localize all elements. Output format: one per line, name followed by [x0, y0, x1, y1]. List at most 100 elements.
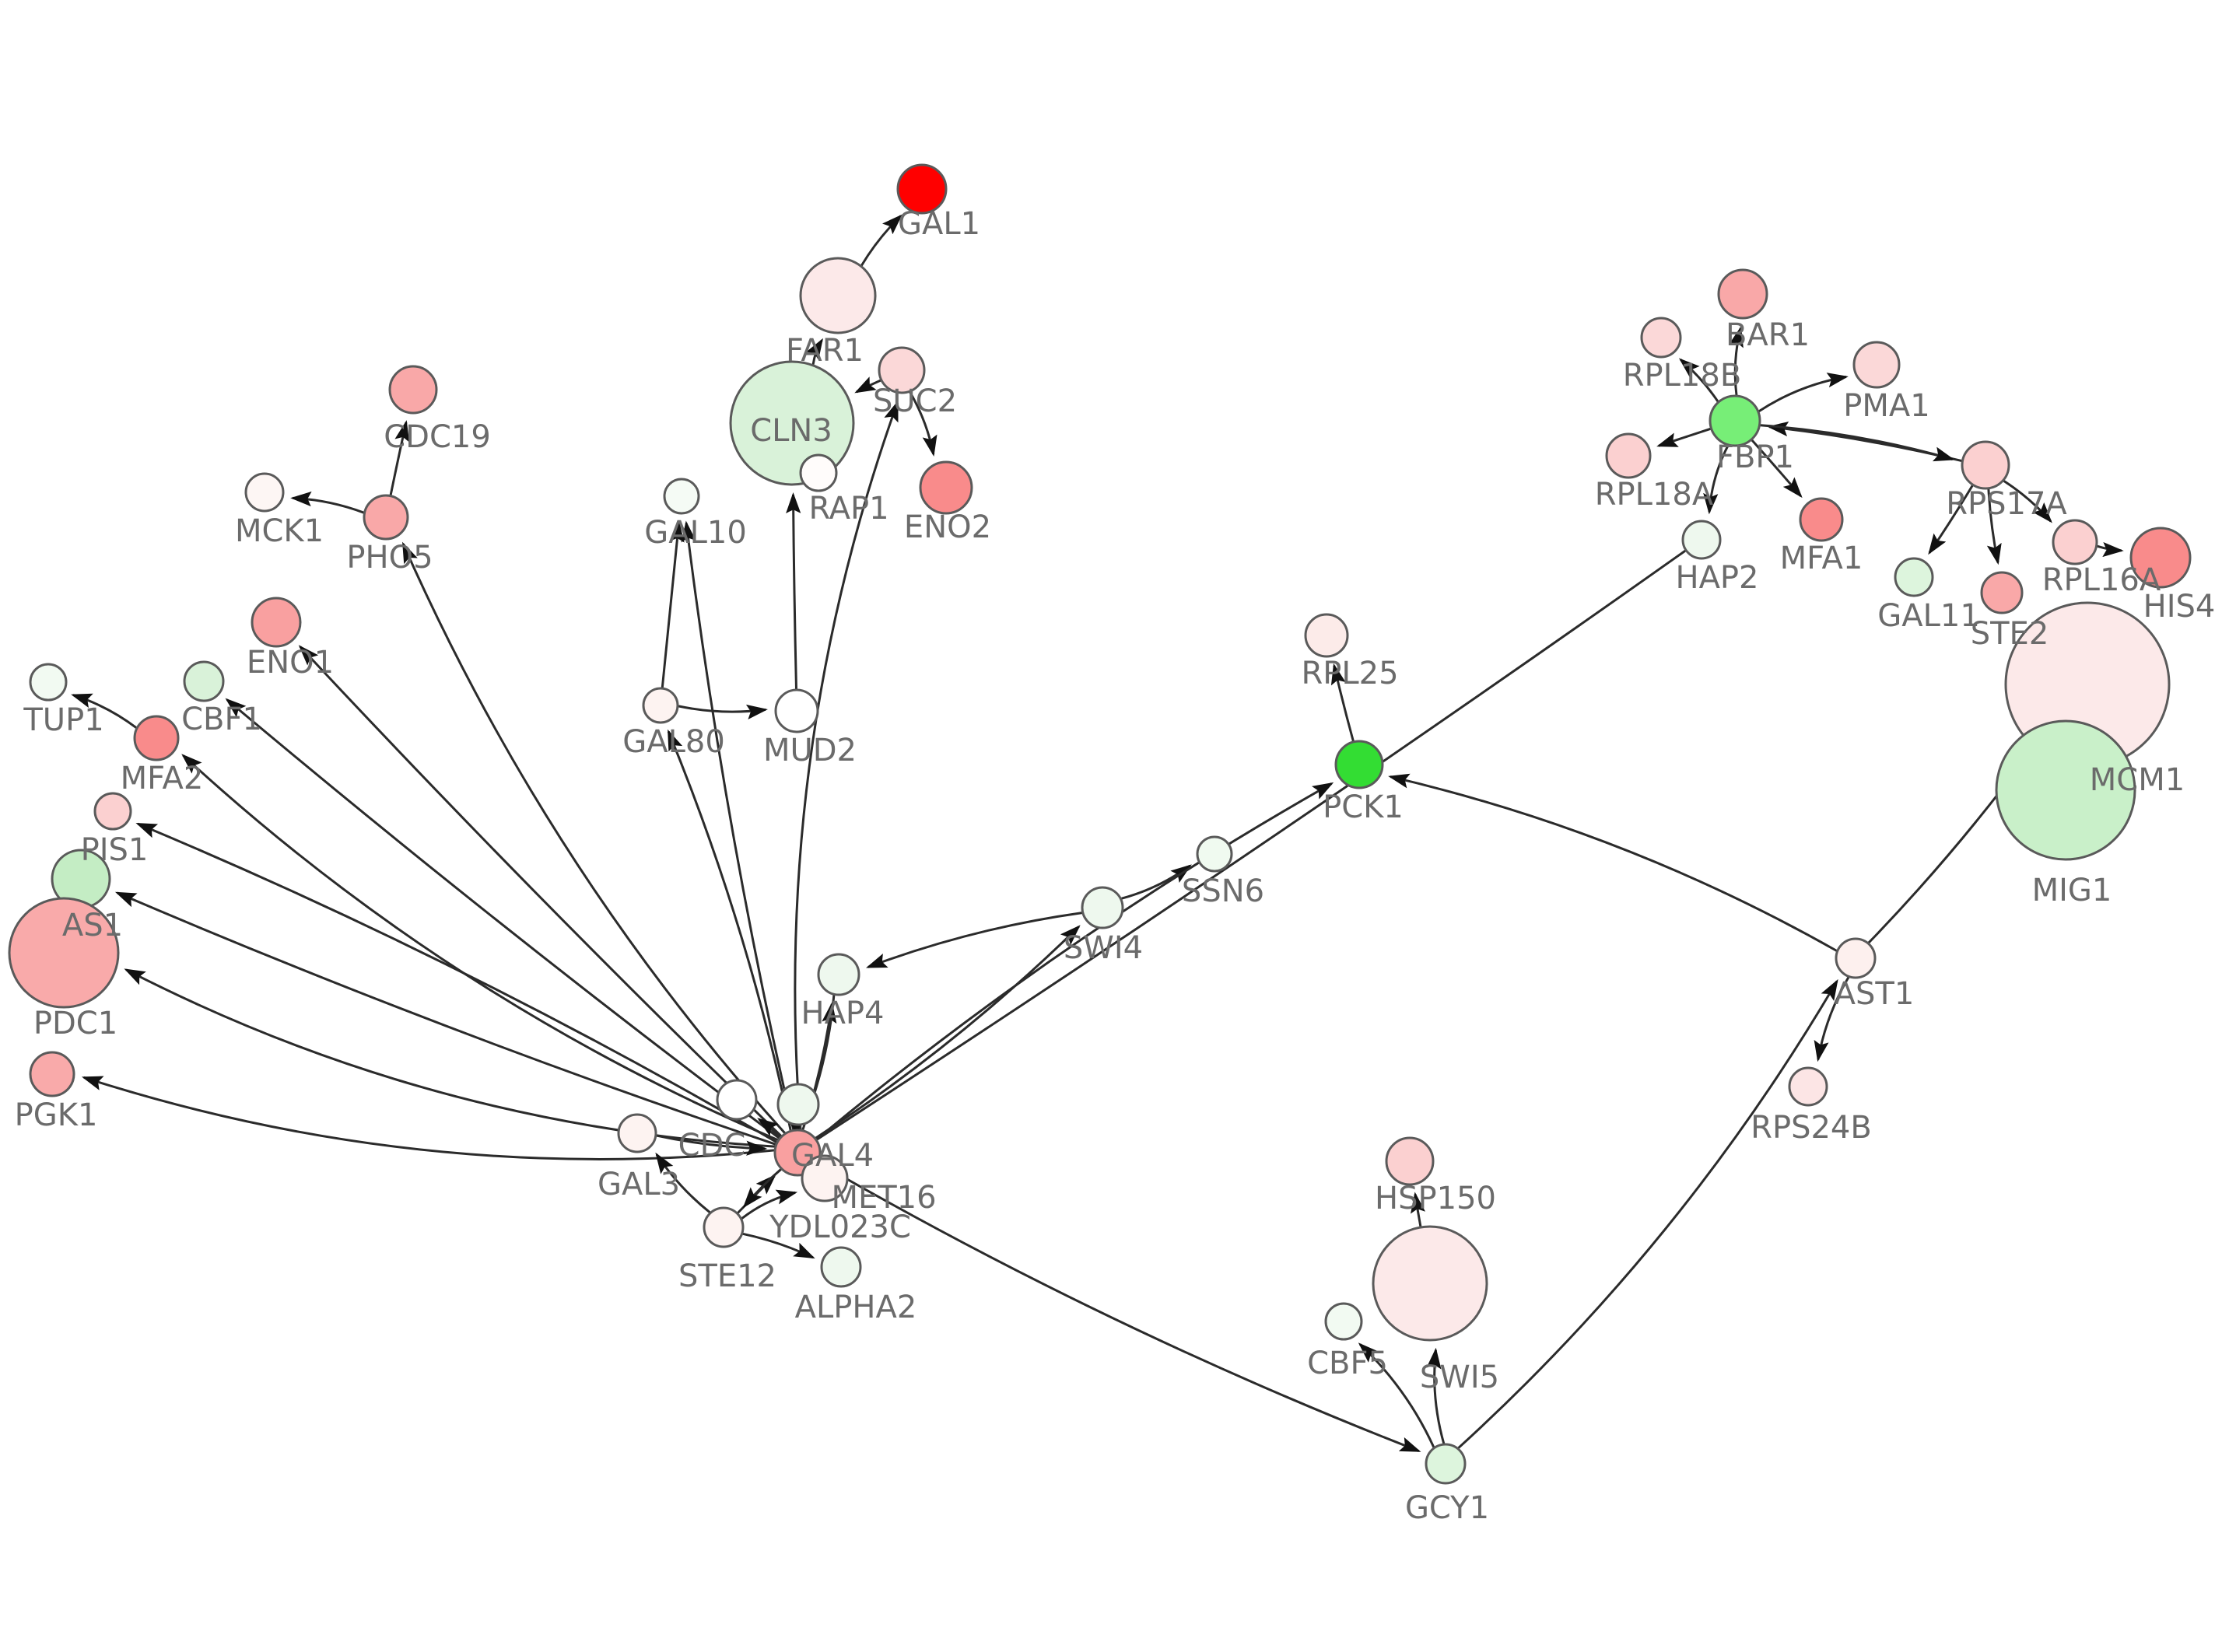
- gene-node-rpl18b[interactable]: [1640, 317, 1682, 359]
- gene-label-fbp1: FBP1: [1716, 439, 1794, 475]
- gene-label-hap4: HAP4: [801, 996, 884, 1031]
- gene-label-cdc: CDC: [678, 1128, 746, 1164]
- gene-node-gal11[interactable]: [1894, 557, 1934, 597]
- gene-node-swi5[interactable]: [1372, 1225, 1488, 1342]
- gene-node-hap2[interactable]: [1681, 520, 1722, 560]
- node-layer: [8, 163, 2192, 1485]
- edge-rps17a-to-gal11: [1928, 485, 1974, 555]
- gene-node-mfa2[interactable]: [133, 715, 180, 761]
- gene-label-rpl25: RPL25: [1301, 656, 1398, 691]
- edge-gal4-to-ste12: [742, 1168, 782, 1209]
- gene-node-hsp150[interactable]: [1385, 1136, 1435, 1186]
- edge-gal4-to-pis1: [135, 822, 777, 1143]
- gene-node-cbf5[interactable]: [1324, 1302, 1363, 1341]
- gene-node-rpl18a[interactable]: [1605, 432, 1652, 479]
- gene-label-gal4: GAL4: [791, 1138, 874, 1174]
- edge-fbp1-to-rpl18a: [1656, 427, 1712, 447]
- edge-cln3-to-far1: [805, 338, 823, 365]
- gene-node-his4[interactable]: [2129, 527, 2192, 589]
- edge-gal4-to-hap2: [815, 549, 1687, 1141]
- gene-node-pgk1[interactable]: [29, 1051, 75, 1097]
- gene-node-hap4[interactable]: [817, 953, 860, 996]
- edge-mud2-to-cln3: [786, 492, 801, 690]
- gene-node-pis1[interactable]: [93, 792, 132, 831]
- gene-node-pdc1[interactable]: [8, 897, 120, 1009]
- gene-node-rps17a[interactable]: [1961, 440, 2010, 490]
- edge-far1-to-gal1: [860, 214, 902, 267]
- gene-node-pma1[interactable]: [1852, 341, 1901, 389]
- gene-node-cbf1[interactable]: [183, 660, 225, 702]
- gene-label-ste12: STE12: [678, 1258, 776, 1294]
- gene-node-tup1[interactable]: [29, 663, 68, 702]
- gene-node-fbp1[interactable]: [1709, 394, 1761, 447]
- gene-node-bar1[interactable]: [1717, 268, 1768, 320]
- edge-rps17a-to-fbp1: [1767, 421, 1962, 463]
- edge-fbp1-to-rps17a: [1760, 424, 1955, 462]
- edge-rps17a-to-rpl16a: [2003, 479, 2052, 523]
- gene-label-pis1: PIS1: [81, 832, 149, 868]
- gene-node-gal80[interactable]: [642, 687, 679, 724]
- gene-node-rpl25[interactable]: [1304, 613, 1349, 658]
- gene-node-gal1[interactable]: [896, 163, 948, 215]
- edge-rpl16a-to-his4: [2097, 541, 2124, 558]
- gene-node-met16[interactable]: [776, 1083, 820, 1126]
- gene-node-swi4[interactable]: [1081, 886, 1124, 929]
- edge-gal80-to-gal10: [661, 520, 685, 688]
- gene-node-ydl023c[interactable]: [801, 1154, 849, 1202]
- gene-label-eno1: ENO1: [247, 645, 334, 681]
- gene-node-rap1[interactable]: [799, 453, 838, 492]
- gene-label-cln3: CLN3: [750, 413, 832, 449]
- gene-node-gal3[interactable]: [617, 1113, 657, 1153]
- edge-fbp1-to-mfa1: [1751, 439, 1803, 499]
- edge-gal3-to-gal4: [656, 1134, 768, 1156]
- gene-node-pck1[interactable]: [1334, 740, 1384, 789]
- edge-pho5-to-mck1: [290, 491, 365, 514]
- gene-node-gal10[interactable]: [663, 478, 700, 515]
- gene-node-cdc19[interactable]: [388, 365, 438, 415]
- edge-gal4-to-gal10: [681, 520, 795, 1130]
- gene-label-gal11: GAL11: [1877, 598, 1980, 634]
- edge-layer: [71, 214, 2124, 1452]
- gene-node-cdc[interactable]: [716, 1079, 758, 1121]
- gene-label-eno2: ENO2: [904, 509, 991, 545]
- gene-label-pdc1: PDC1: [33, 1006, 117, 1041]
- edge-gal4-to-pho5: [401, 541, 786, 1134]
- edge-suc2-to-cln3: [854, 376, 881, 394]
- gene-label-gal10: GAL10: [644, 515, 747, 551]
- gene-node-ssn6[interactable]: [1196, 835, 1233, 873]
- gene-node-ste12[interactable]: [703, 1206, 745, 1248]
- gene-label-rps17a: RPS17A: [1946, 486, 2067, 522]
- gene-node-pho5[interactable]: [363, 494, 409, 541]
- edge-gal4-to-eno1: [298, 645, 783, 1137]
- gene-node-mud2[interactable]: [774, 688, 819, 733]
- gene-node-mck1[interactable]: [244, 472, 285, 513]
- edge-gcy1-to-cbf5: [1358, 1342, 1435, 1448]
- gene-node-mig1[interactable]: [1995, 719, 2136, 861]
- gene-node-suc2[interactable]: [878, 346, 926, 394]
- gene-node-ste2[interactable]: [1980, 571, 2024, 614]
- gene-node-rps24b[interactable]: [1788, 1066, 1828, 1107]
- gene-label-gal80: GAL80: [622, 724, 725, 760]
- gene-node-gcy1[interactable]: [1425, 1443, 1467, 1485]
- gene-node-far1[interactable]: [799, 257, 877, 334]
- gene-label-far1: FAR1: [786, 333, 864, 369]
- gene-node-mfa1[interactable]: [1799, 497, 1844, 542]
- edge-suc2-to-eno2: [909, 391, 938, 457]
- gene-node-alpha2[interactable]: [820, 1246, 862, 1288]
- gene-label-pck1: PCK1: [1323, 789, 1404, 825]
- gene-label-swi4: SWI4: [1064, 930, 1143, 966]
- gene-node-rpl16a[interactable]: [2052, 519, 2098, 565]
- gene-node-cln3[interactable]: [729, 360, 855, 486]
- gene-label-as1: AS1: [62, 908, 123, 943]
- gene-label-gal1: GAL1: [898, 206, 980, 242]
- gene-node-eno2[interactable]: [919, 460, 973, 515]
- gene-node-ast1[interactable]: [1835, 937, 1877, 979]
- gene-label-mck1: MCK1: [235, 513, 324, 549]
- edge-fbp1-to-hap2: [1703, 445, 1730, 515]
- gene-node-eno1[interactable]: [251, 597, 302, 648]
- gene-label-hap2: HAP2: [1675, 560, 1758, 596]
- gene-label-rpl16a: RPL16A: [2042, 562, 2161, 598]
- edge-swi4-to-hap4: [865, 912, 1083, 968]
